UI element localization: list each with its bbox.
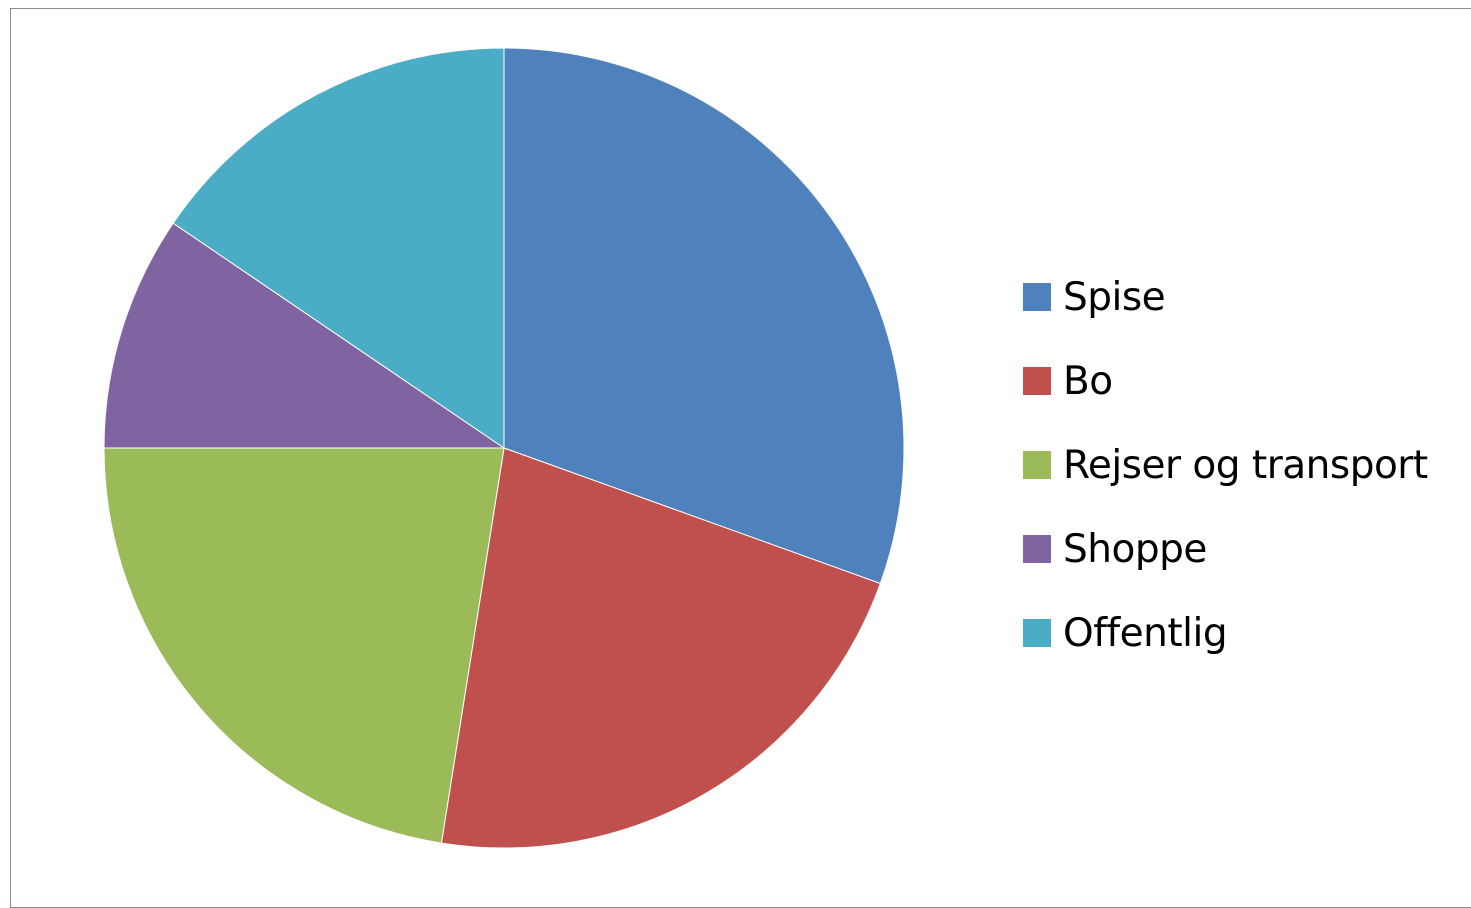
- pie-slice-offentlig: [172, 47, 505, 449]
- legend-label-spise: Spise: [1063, 274, 1166, 320]
- legend-swatch-rejser-og-transport: [1023, 451, 1051, 479]
- legend: Spise Bo Rejser og transport Shoppe Offe…: [1023, 255, 1463, 675]
- pie-slice-rejser-og-transport: [103, 447, 505, 844]
- legend-item-rejser-og-transport: Rejser og transport: [1023, 423, 1463, 507]
- pie-slices: [103, 47, 905, 849]
- legend-label-bo: Bo: [1063, 358, 1113, 404]
- legend-swatch-offentlig: [1023, 619, 1051, 647]
- legend-swatch-shoppe: [1023, 535, 1051, 563]
- legend-item-shoppe: Shoppe: [1023, 507, 1463, 591]
- legend-swatch-spise: [1023, 283, 1051, 311]
- legend-label-rejser-og-transport: Rejser og transport: [1063, 442, 1428, 488]
- pie-slice-shoppe: [103, 222, 506, 449]
- legend-swatch-bo: [1023, 367, 1051, 395]
- pie-slice-bo: [440, 447, 881, 849]
- legend-label-offentlig: Offentlig: [1063, 610, 1228, 656]
- pie-slice-spise: [503, 47, 905, 585]
- legend-item-bo: Bo: [1023, 339, 1463, 423]
- legend-item-offentlig: Offentlig: [1023, 591, 1463, 675]
- legend-label-shoppe: Shoppe: [1063, 526, 1207, 572]
- legend-item-spise: Spise: [1023, 255, 1463, 339]
